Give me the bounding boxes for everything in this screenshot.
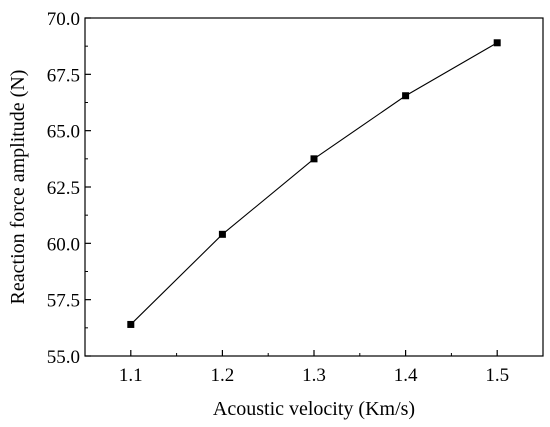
data-point-marker (310, 155, 318, 163)
y-tick-label: 65.0 (47, 122, 80, 143)
data-point-marker (127, 320, 135, 328)
x-tick-label: 1.3 (302, 365, 326, 386)
x-axis-title: Acoustic velocity (Km/s) (213, 398, 415, 420)
data-point-marker (218, 230, 226, 238)
x-tick-label: 1.2 (211, 365, 235, 386)
x-tick-label: 1.1 (119, 365, 143, 386)
y-tick-label: 60.0 (47, 234, 80, 255)
ticks-layer: 1.1 1.2 1.3 1.4 1.5 55.0 57.5 60.0 62.5 65.0 67.5 7… (47, 9, 509, 386)
series-layer (127, 39, 501, 328)
x-tick-label: 1.5 (485, 365, 509, 386)
y-tick-label: 62.5 (47, 178, 80, 199)
y-tick-label: 67.5 (47, 65, 80, 86)
y-tick-label: 57.5 (47, 291, 80, 312)
x-tick-label: 1.4 (394, 365, 418, 386)
y-tick-label: 55.0 (47, 347, 80, 368)
y-axis-title: Reaction force amplitude (N) (7, 70, 29, 305)
y-tick-label: 70.0 (47, 9, 80, 30)
data-point-marker (402, 92, 410, 100)
series-line (130, 42, 498, 325)
data-point-marker (493, 39, 501, 47)
plot-frame (84, 17, 544, 357)
